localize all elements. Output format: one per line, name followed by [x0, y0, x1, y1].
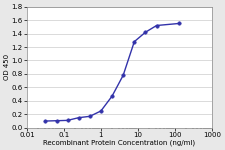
- Y-axis label: OD 450: OD 450: [4, 54, 10, 80]
- X-axis label: Recombinant Protein Concentration (ng/ml): Recombinant Protein Concentration (ng/ml…: [43, 139, 196, 146]
